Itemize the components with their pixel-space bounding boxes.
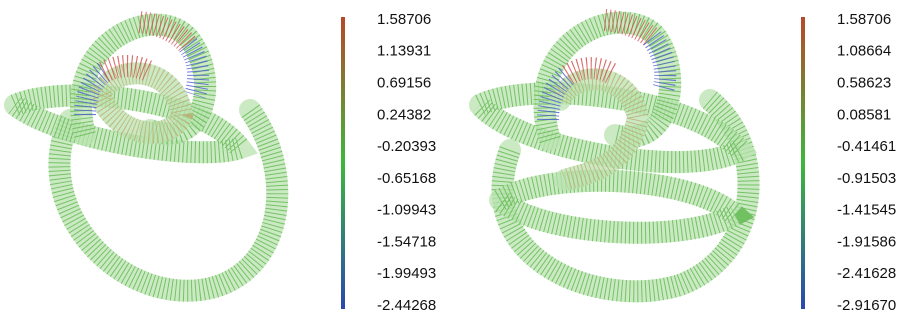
colorbar-tick-label: 0.24382 — [377, 106, 431, 123]
knot-render — [480, 20, 749, 291]
colorbar-tick-label: -0.91503 — [837, 170, 896, 187]
colorbar-tick-label: 0.08581 — [837, 106, 891, 123]
colorbar-tick-label: 1.58706 — [377, 11, 431, 28]
colorbar-tick-label: 0.69156 — [377, 75, 431, 92]
colorbar-tick-label: -2.44268 — [377, 297, 436, 314]
colorbar-tick-label: -1.09943 — [377, 202, 436, 219]
colorbar-tick-label: -0.65168 — [377, 170, 436, 187]
knot-render — [15, 22, 277, 291]
colorbar — [801, 17, 805, 309]
colorbar-tick-label: 1.58706 — [837, 11, 891, 28]
colorbar-tick-label: -0.20393 — [377, 138, 436, 155]
colorbar-tick-label: -1.99493 — [377, 265, 436, 282]
colorbar-tick-label: 0.58623 — [837, 75, 891, 92]
colorbar-tick-label: -1.91586 — [837, 233, 896, 250]
colorbar-tick-label: -1.41545 — [837, 202, 896, 219]
colorbar — [341, 17, 345, 309]
colorbar-tick-label: 1.08664 — [837, 43, 891, 60]
colorbar-tick-label: -2.91670 — [837, 297, 896, 314]
colorbar-tick-label: -0.41461 — [837, 138, 896, 155]
colorbar-tick-label: -1.54718 — [377, 233, 436, 250]
colorbar-tick-label: 1.13931 — [377, 43, 431, 60]
colorbar-tick-label: -2.41628 — [837, 265, 896, 282]
figure: 1.58706 1.13931 0.69156 0.24382 -0.20393 -0.6… — [0, 0, 919, 314]
